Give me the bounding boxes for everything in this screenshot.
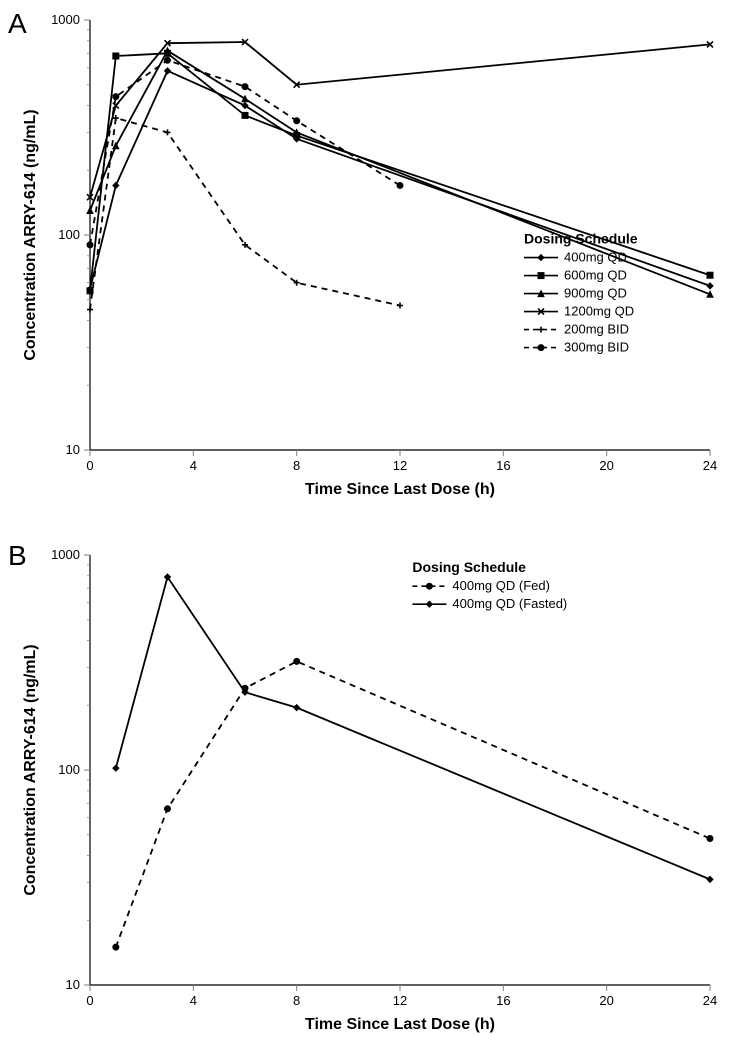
x-tick-label: 16 [496, 993, 510, 1008]
legend-item-label: 400mg QD [564, 250, 627, 265]
x-tick-label: 12 [393, 993, 407, 1008]
x-tick-label: 24 [703, 993, 717, 1008]
y-tick-label: 100 [58, 762, 80, 777]
x-tick-label: 24 [703, 458, 717, 473]
x-tick-label: 0 [86, 993, 93, 1008]
y-axis-label: Concentration ARRY-614 (ng/mL) [22, 109, 39, 360]
chart-svg: 10100100004812162024Time Since Last Dose… [0, 0, 736, 1050]
legend-item-label: 400mg QD (Fasted) [452, 596, 567, 611]
legend-title: Dosing Schedule [524, 231, 638, 247]
series-line [116, 577, 710, 879]
x-tick-label: 0 [86, 458, 93, 473]
legend-item-label: 200mg BID [564, 322, 629, 337]
legend-item-label: 1200mg QD [564, 304, 634, 319]
x-tick-label: 20 [599, 993, 613, 1008]
series-line [90, 118, 400, 310]
series-line [116, 661, 710, 947]
x-axis-label: Time Since Last Dose (h) [305, 481, 495, 498]
x-tick-label: 12 [393, 458, 407, 473]
y-tick-label: 10 [66, 977, 80, 992]
figure-container: A B 10100100004812162024Time Since Last … [0, 0, 736, 1050]
legend-item-label: 400mg QD (Fed) [452, 578, 550, 593]
y-tick-label: 10 [66, 442, 80, 457]
panel-a-label: A [8, 8, 27, 40]
panel-b-label: B [8, 540, 27, 572]
panel-group: 10 100 1000 0 4 8 12 16 20 24 Time Since Last Dose… [22, 12, 717, 498]
x-tick-label: 4 [190, 458, 197, 473]
x-tick-label: 16 [496, 458, 510, 473]
legend-item-label: 600mg QD [564, 268, 627, 283]
x-tick-label: 4 [190, 993, 197, 1008]
y-tick-label: 1000 [51, 547, 80, 562]
x-tick-label: 8 [293, 993, 300, 1008]
panel-group: 10 100 1000 0 4 8 12 16 20 24 Time Since Last Dose… [22, 547, 717, 1033]
legend-item-label: 300mg BID [564, 340, 629, 355]
y-tick-label: 1000 [51, 12, 80, 27]
legend-item-label: 900mg QD [564, 286, 627, 301]
x-tick-label: 20 [599, 458, 613, 473]
legend-title: Dosing Schedule [412, 559, 526, 575]
x-tick-label: 8 [293, 458, 300, 473]
y-axis-label: Concentration ARRY-614 (ng/mL) [22, 644, 39, 895]
y-tick-label: 100 [58, 227, 80, 242]
x-axis-label: Time Since Last Dose (h) [305, 1016, 495, 1033]
